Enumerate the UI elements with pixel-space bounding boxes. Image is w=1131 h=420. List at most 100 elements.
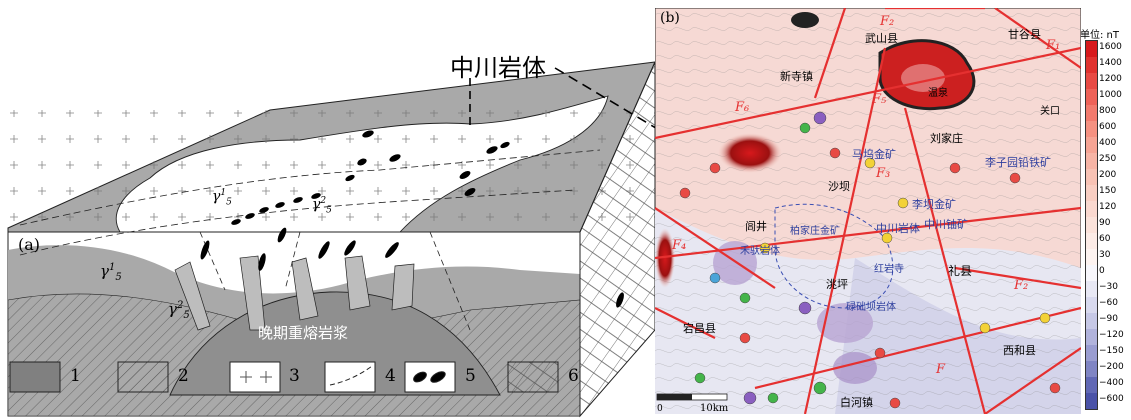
colorbar-tick-label: −90 bbox=[1099, 314, 1118, 324]
colorbar-swatch bbox=[1086, 361, 1097, 377]
fault-label: F₁ bbox=[1046, 38, 1061, 53]
colorbar-tick-label: 60 bbox=[1099, 234, 1111, 244]
fault-label: F₃ bbox=[876, 166, 891, 181]
legend-symbols bbox=[9, 361, 559, 393]
colorbar-swatch bbox=[1086, 281, 1097, 297]
colorbar-swatch bbox=[1086, 41, 1097, 57]
colorbar-swatch bbox=[1086, 313, 1097, 329]
place-label: 宕昌县 bbox=[683, 322, 716, 335]
colorbar-tick-label: 1200 bbox=[1099, 74, 1122, 84]
place-label: 西和县 bbox=[1003, 344, 1036, 357]
place-label: 中川岩体 bbox=[876, 222, 920, 235]
place-label: 温泉 bbox=[928, 88, 948, 99]
legend-num: 3 bbox=[289, 366, 300, 386]
colorbar-title: 单位: nT bbox=[1080, 30, 1119, 41]
colorbar-tick-label: −60 bbox=[1099, 298, 1118, 308]
legend-num: 5 bbox=[465, 366, 476, 386]
place-label: 武山县 bbox=[865, 32, 898, 45]
colorbar-swatch bbox=[1086, 249, 1097, 265]
colorbar-swatch bbox=[1086, 121, 1097, 137]
colorbar-swatch bbox=[1086, 153, 1097, 169]
colorbar-tick-label: 1400 bbox=[1099, 58, 1122, 68]
ore-lenses bbox=[200, 130, 624, 308]
colorbar-tick-label: 1600 bbox=[1099, 42, 1122, 52]
colorbar-swatch bbox=[1086, 137, 1097, 153]
block-diagram bbox=[7, 61, 660, 418]
place-label: 碌础坝岩体 bbox=[846, 302, 896, 313]
place-label: 马坞金矿 bbox=[852, 148, 896, 161]
colorbar-tick-label: 30 bbox=[1099, 250, 1111, 260]
scale-end: 10km bbox=[700, 403, 729, 414]
colorbar-tick-label: 200 bbox=[1099, 170, 1117, 180]
colorbar-tick-label: 1000 bbox=[1099, 90, 1122, 100]
colorbar-swatch bbox=[1086, 345, 1097, 361]
colorbar-tick-label: 400 bbox=[1099, 138, 1117, 148]
place-label: 甘谷县 bbox=[1008, 28, 1041, 41]
colorbar-swatch bbox=[1086, 217, 1097, 233]
place-label: 闾井 bbox=[745, 220, 767, 233]
colorbar-tick-label: −400 bbox=[1099, 378, 1124, 388]
callout-label: 中川岩体 bbox=[450, 54, 546, 82]
legend-num: 1 bbox=[70, 366, 81, 386]
colorbar-swatch bbox=[1086, 185, 1097, 201]
scale-start: 0 bbox=[657, 404, 663, 414]
colorbar-tick-label: −30 bbox=[1099, 282, 1118, 292]
colorbar-swatch bbox=[1086, 57, 1097, 73]
place-label: 柏家庄金矿 bbox=[790, 226, 840, 237]
place-label: 禾驮岩体 bbox=[740, 246, 780, 257]
colorbar-tick-label: 600 bbox=[1099, 122, 1117, 132]
fault-label: F₅ bbox=[872, 92, 887, 107]
colorbar-tick-label: 120 bbox=[1099, 202, 1117, 212]
colorbar-swatch bbox=[1086, 233, 1097, 249]
colorbar-swatch bbox=[1086, 329, 1097, 345]
colorbar-swatch bbox=[1086, 105, 1097, 121]
colorbar-swatch bbox=[1086, 393, 1097, 409]
colorbar-tick-label: −200 bbox=[1099, 362, 1124, 372]
deposit-markers bbox=[679, 111, 1061, 409]
panel-a-label: (a) bbox=[18, 235, 41, 254]
colorbar-tick-label: 250 bbox=[1099, 154, 1117, 164]
magnetic-anomaly-map bbox=[655, 8, 1081, 414]
fault-label: F₆ bbox=[735, 100, 750, 115]
place-label: 白河镇 bbox=[840, 396, 873, 409]
colorbar-swatch bbox=[1086, 73, 1097, 89]
gamma-label: γ25 bbox=[312, 196, 332, 216]
place-label: 礼县 bbox=[948, 264, 973, 278]
place-label: 沙坝 bbox=[828, 180, 850, 193]
place-label: 洮坪 bbox=[826, 278, 848, 291]
colorbar-swatch bbox=[1086, 201, 1097, 217]
colorbar-tick-label: 150 bbox=[1099, 186, 1117, 196]
fault-label: F₂ bbox=[880, 14, 895, 29]
fault-label: F bbox=[936, 362, 946, 377]
colorbar-swatch bbox=[1086, 89, 1097, 105]
colorbar-tick-label: −150 bbox=[1099, 346, 1124, 356]
gamma-label: γ15 bbox=[212, 188, 232, 208]
place-label: 刘家庄 bbox=[930, 132, 963, 145]
fault-label: F₂ bbox=[1014, 278, 1029, 293]
colorbar-tick-label: −600 bbox=[1099, 394, 1124, 404]
place-label: 李子园铅铁矿 bbox=[985, 156, 1051, 169]
colorbar-ticks: 1600 1400 1200 1000 800 600 400 250 200 150 120 90 6… bbox=[1099, 40, 1131, 408]
legend-num: 2 bbox=[178, 366, 189, 386]
colorbar-tick-label: 0 bbox=[1099, 266, 1105, 276]
place-label: 红岩寺 bbox=[874, 264, 904, 275]
colorbar-tick-label: −120 bbox=[1099, 330, 1124, 340]
colorbar-swatch bbox=[1086, 377, 1097, 393]
place-label: 李坝金矿 bbox=[912, 198, 956, 211]
gamma-label: γ15 bbox=[100, 262, 122, 283]
place-label: 中川铀矿 bbox=[924, 218, 968, 231]
legend-num: 6 bbox=[568, 366, 579, 386]
colorbar-swatches bbox=[1085, 40, 1098, 410]
colorbar-swatch bbox=[1086, 169, 1097, 185]
panel-b-label: (b) bbox=[660, 10, 680, 26]
colorbar-swatch bbox=[1086, 265, 1097, 281]
colorbar-swatch bbox=[1086, 297, 1097, 313]
colorbar: 单位: nT 1600 1400 1200 1000 800 600 400 250 200 15… bbox=[1080, 0, 1131, 420]
legend-num: 4 bbox=[385, 366, 396, 386]
colorbar-tick-label: 800 bbox=[1099, 106, 1117, 116]
gamma-label: γ25 bbox=[168, 300, 190, 321]
magma-label: 晚期重熔岩浆 bbox=[258, 324, 349, 342]
place-label: 关口 bbox=[1040, 106, 1060, 117]
colorbar-tick-label: 90 bbox=[1099, 218, 1111, 228]
place-label: 新寺镇 bbox=[780, 70, 813, 83]
